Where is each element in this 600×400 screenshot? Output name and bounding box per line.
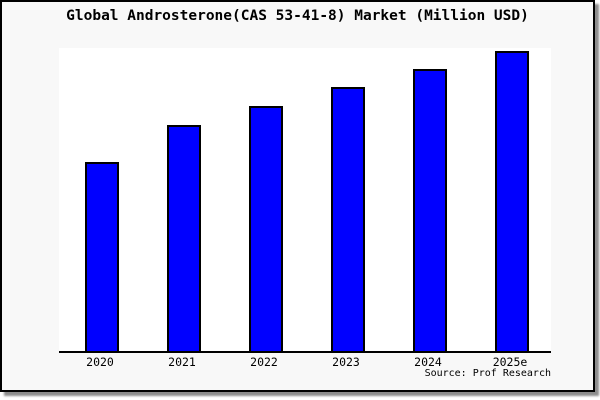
x-tick-label-2023: 2023 [332,355,360,369]
bar-2024 [413,69,447,351]
x-tick-label-2024: 2024 [414,355,442,369]
x-tick-label-2025e: 2025e [492,355,528,369]
x-tick-label-2020: 2020 [86,355,114,369]
bar-2022 [249,106,283,351]
chart-title: Global Androsterone(CAS 53-41-8) Market … [66,8,529,24]
plot-area [59,48,551,353]
x-tick-label-2021: 2021 [168,355,196,369]
bar-2021 [167,125,201,351]
chart-card: Global Androsterone(CAS 53-41-8) Market … [0,0,595,392]
x-tick-label-2022: 2022 [250,355,278,369]
bar-2023 [331,87,365,351]
bar-2020 [85,162,119,351]
source-caption: Source: Prof Research [424,368,551,379]
bar-2025e [495,51,529,351]
